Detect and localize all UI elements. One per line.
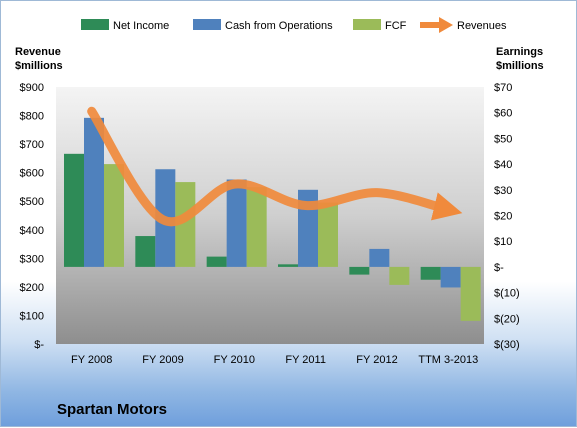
left-tick-label: $400 [20,225,44,237]
bar-net-income-fy-2012 [349,266,370,275]
legend-label-cash-from-operations: Cash from Operations [225,20,333,32]
bar-net-income-fy-2011 [278,264,298,267]
right-tick-label: $(30) [494,339,520,351]
legend-swatch-revenues [420,17,453,33]
left-tick-label: $- [34,339,44,351]
right-tick-label: $60 [494,108,512,120]
left-tick-label: $100 [20,310,44,322]
right-tick-label: $50 [494,133,512,145]
plot-area [56,87,484,344]
bar-fcf-fy-2010 [246,187,267,267]
legend-label-revenues: Revenues [457,20,507,32]
revenue-line-layer [87,106,463,227]
bar-cash-from-operations-fy-2008 [84,117,104,267]
bar-cash-from-operations-fy-2012 [369,248,390,267]
left-axis-label-line2: $millions [15,60,63,72]
right-axis-label-line2: $millions [496,60,544,72]
left-tick-label: $800 [20,111,44,123]
bar-fcf-fy-2011 [318,202,338,267]
legend-swatch-fcf [353,19,381,30]
left-tick-label: $300 [20,253,44,265]
left-axis-label-line1: Revenue [15,46,61,58]
category-label: FY 2009 [142,354,183,366]
bar-net-income-fy-2008 [64,153,84,267]
right-axis-ticks: $70 $60 $50 $40 $30 $20 $10 $- $(10) $(20) $(30) [494,82,520,351]
legend-swatch-cash-from-operations [193,19,221,30]
right-tick-label: $70 [494,82,512,94]
right-tick-label: $10 [494,236,512,248]
category-label: FY 2008 [71,354,112,366]
left-axis-ticks: $900 $800 $700 $600 $500 $400 $300 $200 $100 $- [20,82,45,351]
legend-swatch-net-income [81,19,109,30]
bars-layer [64,117,481,321]
category-label: FY 2012 [356,354,397,366]
right-tick-label: $20 [494,211,512,223]
bar-fcf-fy-2012 [389,266,410,285]
left-tick-label: $700 [20,139,44,151]
bar-cash-from-operations-fy-2010 [226,179,247,267]
bar-fcf-ttm-3-2013 [460,266,481,321]
legend: Net Income Cash from Operations FCF Reve… [81,17,507,33]
left-tick-label: $500 [20,196,44,208]
category-label: TTM 3-2013 [418,354,478,366]
right-tick-label: $40 [494,159,512,171]
bar-net-income-fy-2010 [206,256,227,267]
right-tick-label: $- [494,262,504,274]
right-tick-label: $(20) [494,313,520,325]
bar-net-income-ttm-3-2013 [420,266,441,280]
revenue-line [87,106,463,227]
legend-label-net-income: Net Income [113,20,169,32]
category-label: FY 2010 [214,354,255,366]
bar-cash-from-operations-ttm-3-2013 [440,266,461,288]
bar-net-income-fy-2009 [135,236,156,267]
left-tick-label: $200 [20,282,44,294]
left-tick-label: $600 [20,168,44,180]
category-labels: FY 2008 FY 2009 FY 2010 FY 2011 FY 2012 TTM 3… [71,354,478,366]
right-axis-label-line1: Earnings [496,46,543,58]
category-label: FY 2011 [285,354,326,366]
right-tick-label: $(10) [494,288,520,300]
right-tick-label: $30 [494,185,512,197]
legend-label-fcf: FCF [385,20,407,32]
left-tick-label: $900 [20,82,44,94]
bar-fcf-fy-2008 [104,164,124,267]
bar-fcf-fy-2009 [175,182,196,267]
chart-title: Spartan Motors [57,401,167,418]
